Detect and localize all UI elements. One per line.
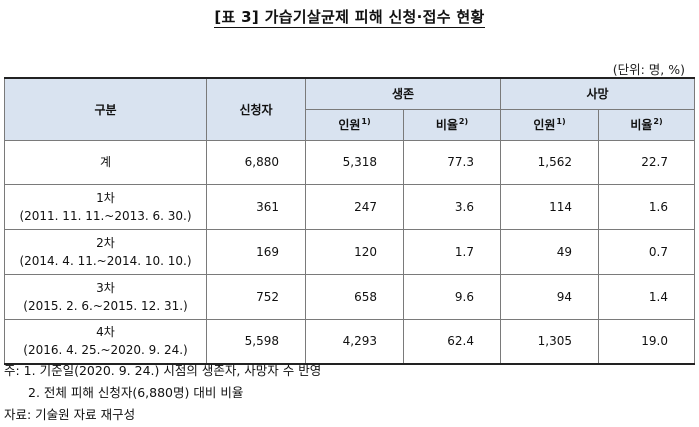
row-period: (2014. 4. 11.~2014. 10. 10.)	[19, 253, 192, 268]
cell-deceased-count: 94	[500, 273, 599, 320]
table-row: 계 6,880 5,318 77.3 1,562 22.7	[4, 139, 695, 185]
row-label: 4차 (2016. 4. 25.~2020. 9. 24.)	[4, 318, 207, 365]
cell-deceased-ratio: 1.4	[598, 273, 695, 320]
cell-survivor-count: 247	[305, 183, 404, 230]
cell-deceased-ratio: 19.0	[598, 318, 695, 365]
header-deceased: 사망	[500, 77, 695, 110]
row-period: (2011. 11. 11.~2013. 6. 30.)	[19, 208, 192, 223]
header-category: 구분	[4, 77, 207, 141]
footnote-2: 2. 전체 피해 신청자(6,880명) 대비 비율	[28, 385, 244, 400]
row-period: (2016. 4. 25.~2020. 9. 24.)	[23, 343, 188, 358]
cell-survivor-count: 4,293	[305, 318, 404, 365]
cell-deceased-ratio: 0.7	[598, 228, 695, 275]
header-applicants: 신청자	[206, 77, 306, 141]
cell-deceased-ratio: 1.6	[598, 183, 695, 230]
data-table: 구분 신청자 생존 사망 인원1) 비율2) 인원1) 비율2) 계 6,880…	[4, 77, 695, 365]
cell-survivor-ratio: 77.3	[403, 139, 501, 185]
row-label: 1차 (2011. 11. 11.~2013. 6. 30.)	[4, 183, 207, 230]
table-title: [표 3] 가습기살균제 피해 신청·접수 현황	[214, 8, 485, 28]
cell-applicants: 361	[206, 183, 306, 230]
footnotes: 주: 1. 기준일(2020. 9. 24.) 시점의 생존자, 사망자 수 반…	[4, 360, 321, 426]
cell-survivor-ratio: 62.4	[403, 318, 501, 365]
cell-survivor-ratio: 3.6	[403, 183, 501, 230]
table-row: 2차 (2014. 4. 11.~2014. 10. 10.) 169 120 1…	[4, 228, 695, 275]
cell-survivor-count: 658	[305, 273, 404, 320]
cell-applicants: 6,880	[206, 139, 306, 185]
header-survivors: 생존	[305, 77, 501, 110]
header-survivor-ratio: 비율2)	[403, 108, 501, 141]
header-deceased-count: 인원1)	[500, 108, 599, 141]
cell-applicants: 169	[206, 228, 306, 275]
cell-deceased-count: 1,305	[500, 318, 599, 365]
cell-deceased-count: 114	[500, 183, 599, 230]
cell-survivor-count: 120	[305, 228, 404, 275]
unit-label: (단위: 명, %)	[612, 62, 685, 77]
cell-deceased-count: 1,562	[500, 139, 599, 185]
cell-survivor-ratio: 1.7	[403, 228, 501, 275]
table-row: 1차 (2011. 11. 11.~2013. 6. 30.) 361 247 3…	[4, 183, 695, 230]
row-label: 계	[4, 139, 207, 185]
source-note: 자료: 기술원 자료 재구성	[4, 407, 136, 422]
cell-deceased-count: 49	[500, 228, 599, 275]
row-period: (2015. 2. 6.~2015. 12. 31.)	[23, 298, 188, 313]
row-label: 2차 (2014. 4. 11.~2014. 10. 10.)	[4, 228, 207, 275]
cell-survivor-count: 5,318	[305, 139, 404, 185]
table-row: 3차 (2015. 2. 6.~2015. 12. 31.) 752 658 9.…	[4, 273, 695, 320]
footnote-1: 주: 1. 기준일(2020. 9. 24.) 시점의 생존자, 사망자 수 반…	[4, 363, 322, 378]
header-deceased-ratio: 비율2)	[598, 108, 695, 141]
row-label: 3차 (2015. 2. 6.~2015. 12. 31.)	[4, 273, 207, 320]
cell-applicants: 752	[206, 273, 306, 320]
cell-applicants: 5,598	[206, 318, 306, 365]
table-row: 4차 (2016. 4. 25.~2020. 9. 24.) 5,598 4,29…	[4, 318, 695, 365]
cell-deceased-ratio: 22.7	[598, 139, 695, 185]
cell-survivor-ratio: 9.6	[403, 273, 501, 320]
header-survivor-count: 인원1)	[305, 108, 404, 141]
